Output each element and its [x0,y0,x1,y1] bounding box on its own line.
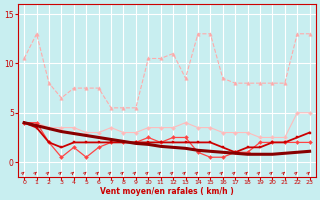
X-axis label: Vent moyen/en rafales ( km/h ): Vent moyen/en rafales ( km/h ) [100,187,234,196]
